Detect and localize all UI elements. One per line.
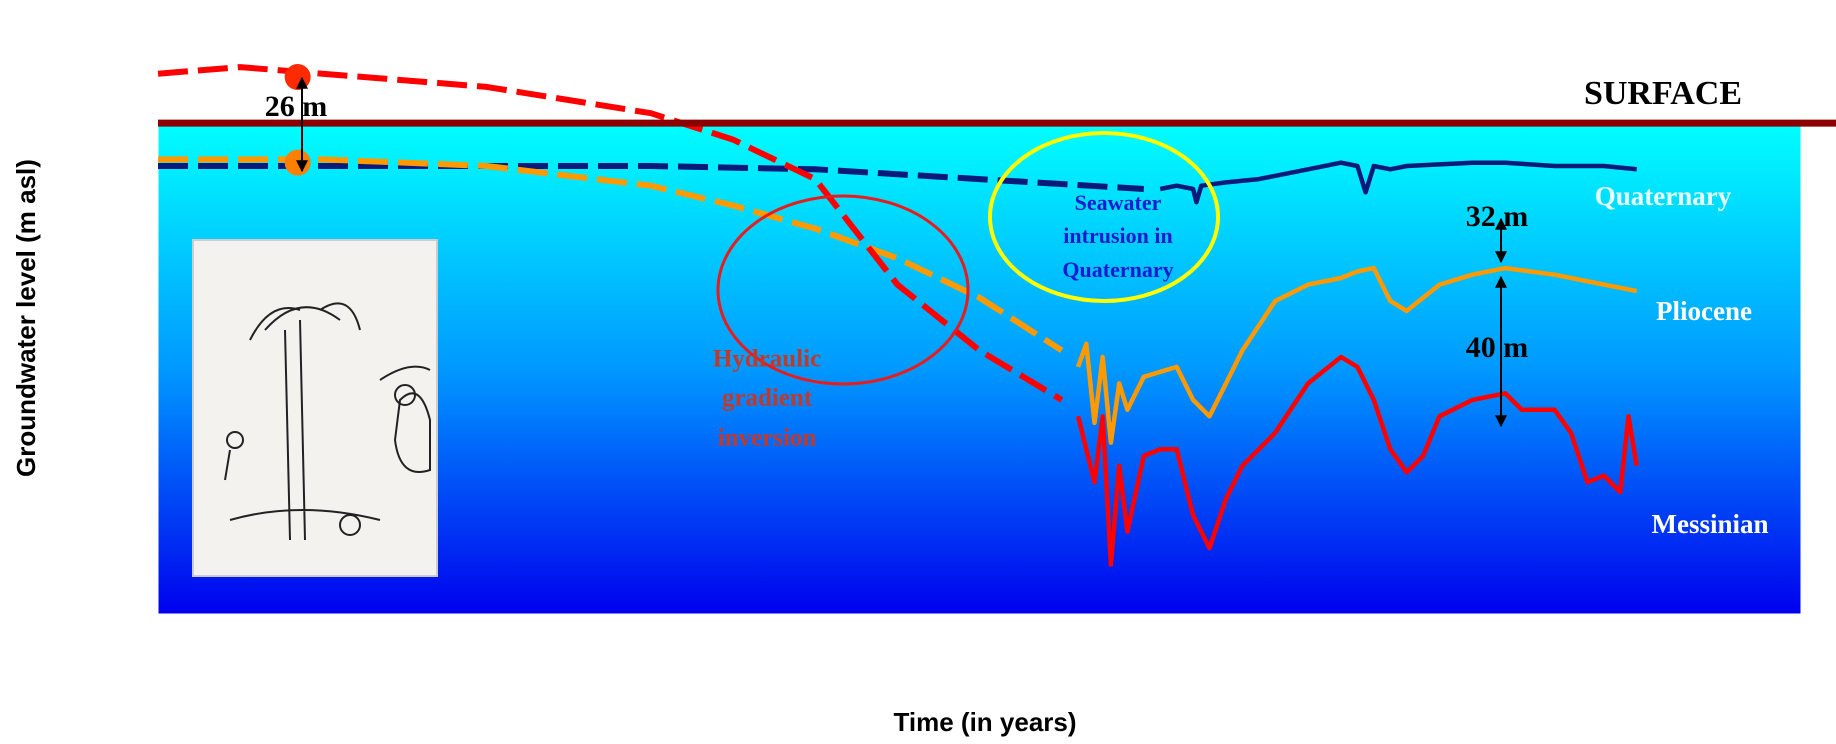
annotation: inversion — [718, 425, 817, 452]
series-label: Quaternary — [1595, 181, 1732, 211]
annotation: 32 m — [1466, 200, 1529, 233]
annotation: gradient — [722, 385, 813, 412]
annotation: 26 m — [265, 90, 328, 123]
annotation: 40 m — [1466, 331, 1529, 364]
surface-label: SURFACE — [1584, 75, 1742, 112]
series-label: Messinian — [1651, 509, 1768, 539]
annotation: Seawater — [1075, 190, 1162, 215]
y-axis-title: Groundwater level (m asl) — [11, 159, 41, 477]
cartoon — [193, 240, 437, 576]
marker — [285, 64, 311, 90]
chart: SURFACE Quaternary Pliocene Messinian Time … — [0, 0, 1836, 744]
x-axis-title: Time (in years) — [893, 707, 1076, 737]
series-label: Pliocene — [1656, 296, 1752, 326]
annotation: intrusion in — [1063, 223, 1172, 248]
annotation: Hydraulic — [713, 346, 821, 373]
annotation: Quaternary — [1062, 257, 1173, 282]
marker — [285, 150, 311, 176]
